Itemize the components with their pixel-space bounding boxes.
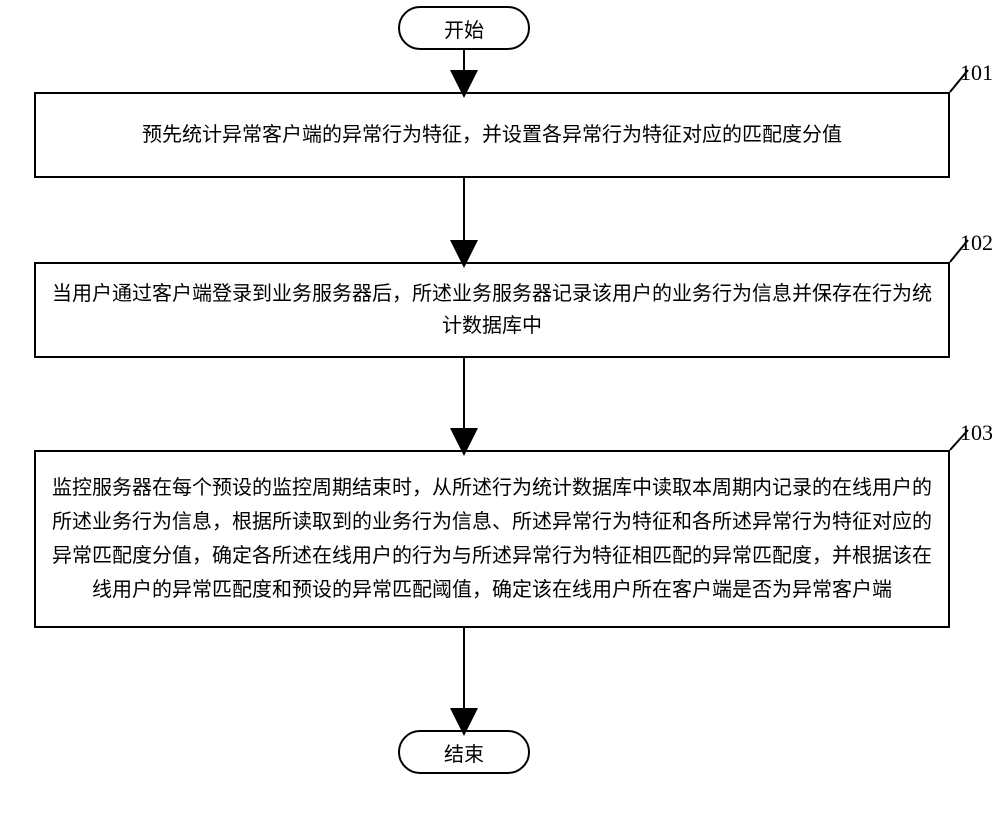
start-terminal: 开始 xyxy=(398,6,530,50)
step3-text: 监控服务器在每个预设的监控周期结束时，从所述行为统计数据库中读取本周期内记录的在… xyxy=(48,471,936,607)
step2-text: 当用户通过客户端登录到业务服务器后，所述业务服务器记录该用户的业务行为信息并保存… xyxy=(48,278,936,342)
step2-box: 当用户通过客户端登录到业务服务器后，所述业务服务器记录该用户的业务行为信息并保存… xyxy=(34,262,950,358)
end-text: 结束 xyxy=(444,738,484,767)
step1-box: 预先统计异常客户端的异常行为特征，并设置各异常行为特征对应的匹配度分值 xyxy=(34,92,950,178)
step3-box: 监控服务器在每个预设的监控周期结束时，从所述行为统计数据库中读取本周期内记录的在… xyxy=(34,450,950,628)
callout-101: 101 xyxy=(960,60,993,86)
end-terminal: 结束 xyxy=(398,730,530,774)
start-text: 开始 xyxy=(444,14,484,43)
callout-103: 103 xyxy=(960,420,993,446)
step1-text: 预先统计异常客户端的异常行为特征，并设置各异常行为特征对应的匹配度分值 xyxy=(142,119,842,151)
callout-102: 102 xyxy=(960,230,993,256)
